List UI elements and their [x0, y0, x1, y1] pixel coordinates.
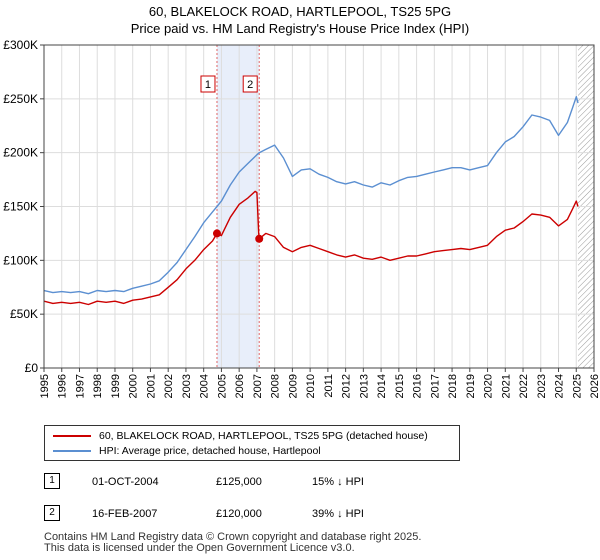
sale-price: £125,000 — [216, 476, 262, 488]
price-chart: 1 2 £0 £50K £100K £150K £200K £250K £300K 1995 199… — [3, 38, 600, 398]
y-tick-label: £300K — [3, 38, 38, 52]
x-tick-label: 2025 — [571, 374, 583, 398]
sale-price: £120,000 — [216, 508, 262, 520]
chart-subtitle: Price paid vs. HM Land Registry's House … — [130, 21, 470, 36]
x-tick-label: 2001 — [145, 374, 157, 398]
x-tick-label: 2023 — [536, 374, 548, 398]
sale-date: 01-OCT-2004 — [92, 476, 159, 488]
x-tick-label: 2019 — [465, 374, 477, 398]
x-tick-label: 2026 — [589, 374, 600, 398]
x-tick-label: 1999 — [110, 374, 122, 398]
y-tick-label: £0 — [25, 361, 39, 375]
sale-hpi-diff: 15% ↓ HPI — [312, 476, 364, 488]
sale-number-badge: 2 — [44, 505, 60, 521]
x-tick-label: 2021 — [500, 374, 512, 398]
x-tick-label: 2003 — [181, 374, 193, 398]
x-tick-label: 2012 — [341, 374, 353, 398]
sale-date: 16-FEB-2007 — [92, 508, 158, 520]
x-tick-label: 2009 — [287, 374, 299, 398]
chart-legend: 60, BLAKELOCK ROAD, HARTLEPOOL, TS25 5PG… — [44, 425, 460, 461]
x-tick-label: 2018 — [447, 374, 459, 398]
x-tick-label: 2000 — [128, 374, 140, 398]
x-tick-label: 2016 — [412, 374, 424, 398]
chart-title: 60, BLAKELOCK ROAD, HARTLEPOOL, TS25 5PG — [148, 4, 452, 19]
attribution-footer: Contains HM Land Registry data © Crown c… — [44, 531, 422, 554]
y-tick-label: £50K — [10, 307, 38, 321]
sale-number-badge: 1 — [44, 473, 60, 489]
y-tick-label: £100K — [3, 253, 38, 267]
y-tick-label: £200K — [3, 146, 38, 160]
x-tick-label: 2008 — [270, 374, 282, 398]
sale-marker-label: 2 — [247, 79, 253, 91]
x-tick-label: 2015 — [394, 374, 406, 398]
sale-hpi-diff: 39% ↓ HPI — [312, 508, 364, 520]
x-tick-label: 1998 — [92, 374, 104, 398]
x-tick-label: 2006 — [234, 374, 246, 398]
x-tick-label: 1997 — [74, 374, 86, 398]
legend-label-hpi: HPI: Average price, detached house, Hart… — [99, 445, 321, 457]
property-series-line — [44, 190, 579, 306]
sale-point — [255, 234, 264, 243]
x-tick-label: 2022 — [518, 374, 530, 398]
x-tick-label: 2017 — [429, 374, 441, 398]
x-tick-label: 2002 — [163, 374, 175, 398]
sale-marker-label: 1 — [205, 79, 211, 91]
y-tick-label: £250K — [3, 92, 38, 106]
sale-marker-box — [200, 75, 216, 93]
x-tick-label: 1995 — [39, 374, 51, 398]
x-tick-label: 2010 — [305, 374, 317, 398]
y-tick-label: £150K — [3, 200, 38, 214]
x-tick-label: 2013 — [358, 374, 370, 398]
x-tick-label: 2024 — [554, 374, 566, 398]
legend-swatch-property — [53, 435, 91, 437]
x-tick-label: 2011 — [323, 374, 335, 398]
legend-swatch-hpi — [53, 450, 91, 452]
sale-point — [212, 229, 221, 238]
x-tick-label: 2007 — [252, 374, 264, 398]
x-tick-label: 2020 — [483, 374, 495, 398]
x-tick-label: 2005 — [216, 374, 228, 398]
legend-label-property: 60, BLAKELOCK ROAD, HARTLEPOOL, TS25 5PG… — [99, 430, 428, 442]
x-tick-label: 2014 — [376, 374, 388, 398]
x-tick-label: 2004 — [199, 374, 211, 398]
hpi-series-line — [44, 96, 579, 295]
sale-marker-box — [242, 75, 258, 93]
x-tick-label: 1996 — [57, 374, 69, 398]
